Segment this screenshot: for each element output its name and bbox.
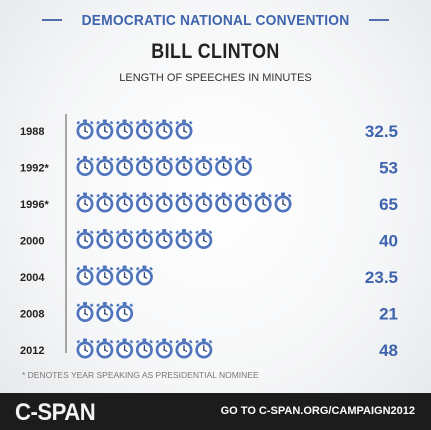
stopwatch-icon [116,229,134,249]
stopwatch-icon [234,156,252,176]
stopwatch-icon [116,302,134,322]
stopwatch-icon [195,156,213,176]
chart-row-1992: 1992* 53 [20,159,398,178]
stopwatch-icon [76,192,94,213]
stopwatch-icon [76,119,94,140]
stopwatch-icon [116,156,134,176]
stopwatch-icon [215,192,233,213]
stopwatch-icon [274,192,292,213]
stopwatch-icon [96,192,114,213]
chart-row-2000: 2000 40 [20,232,398,251]
stopwatch-icon [116,265,134,286]
stopwatch-icon [96,156,114,176]
chart-row-1996: 1996* 65 [20,195,398,214]
value-label: 48 [379,341,398,360]
value-label: 65 [379,195,398,214]
campaign-link[interactable]: GO TO C-SPAN.ORG/CAMPAIGN2012 [220,405,415,417]
chart-subtitle: LENGTH OF SPEECHES IN MINUTES [119,72,312,84]
stopwatch-icon [76,338,94,359]
stopwatch-icon [96,302,114,322]
stopwatch-icon [135,119,153,140]
stopwatch-icon [234,192,252,213]
stopwatch-icon [215,156,233,176]
value-label: 53 [379,159,398,178]
stopwatch-icon [76,229,94,249]
stopwatch-icon [175,156,193,176]
chart-row-2008: 2008 21 [20,305,398,324]
stopwatch-icon [76,265,94,286]
cspan-logo: C-SPAN [15,399,96,426]
stopwatch-icon [195,192,213,213]
header-rule-left [42,19,62,21]
stopwatch-icon [155,192,173,213]
year-label: 2000 [20,236,44,248]
footer-bar [0,393,431,430]
stopwatch-icon [76,302,94,322]
stopwatch-icon [116,119,134,140]
stopwatch-icon [135,192,153,213]
stopwatch-icon [175,229,193,249]
stopwatch-icon [96,119,114,140]
stopwatch-icon [116,338,134,359]
value-label: 32.5 [365,122,398,141]
stopwatch-icon [175,192,193,213]
stopwatch-icon [76,156,94,176]
stopwatch-icon [96,338,114,359]
stopwatch-icon [135,265,153,286]
value-label: 21 [379,305,398,324]
year-label: 1996* [20,199,49,211]
stopwatch-icon [135,156,153,176]
year-label: 2008 [20,309,44,321]
chart-title: BILL CLINTON [151,40,280,63]
chart-row-1988: 1988 32.5 [20,122,398,141]
chart-row-2004: 2004 23.5 [20,268,398,287]
stopwatch-icon [96,265,114,286]
stopwatch-icon [96,229,114,249]
stopwatch-icon [195,338,213,359]
stopwatch-icon [195,229,213,249]
stopwatch-icon [254,192,272,213]
header-text: DEMOCRATIC NATIONAL CONVENTION [81,11,350,29]
stopwatch-icon [135,229,153,249]
footnote: * DENOTES YEAR SPEAKING AS PRESIDENTIAL … [22,370,259,380]
stopwatch-icon [135,338,153,359]
year-label: 2004 [20,272,45,284]
value-label: 40 [379,232,398,251]
year-label: 1992* [20,163,49,175]
stopwatch-icon [155,156,173,176]
stopwatch-icon [116,192,134,213]
stopwatch-icon [155,119,173,140]
stopwatch-icon [155,229,173,249]
year-label: 1988 [20,126,44,138]
stopwatch-icon [175,119,193,140]
header-rule-right [369,19,389,21]
year-label: 2012 [20,345,44,357]
chart-row-2012: 2012 48 [20,341,398,360]
stopwatch-icon [155,338,173,359]
header-banner: DEMOCRATIC NATIONAL CONVENTION [0,10,431,30]
stopwatch-icon [175,338,193,359]
value-label: 23.5 [365,268,398,287]
